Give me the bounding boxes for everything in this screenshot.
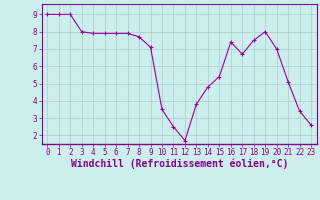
X-axis label: Windchill (Refroidissement éolien,°C): Windchill (Refroidissement éolien,°C)	[70, 159, 288, 169]
